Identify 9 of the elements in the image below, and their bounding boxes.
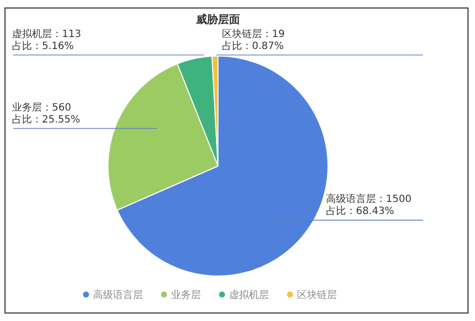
legend-label: 区块链层 xyxy=(297,289,337,301)
legend-label: 虚拟机层 xyxy=(229,289,269,301)
data-label: 虚拟机层：113 占比：5.16% xyxy=(12,28,82,52)
data-label: 高级语言层：1500 占比：68.43% xyxy=(326,193,412,218)
legend-label: 高级语言层 xyxy=(93,289,143,301)
data-label: 业务层：560 占比：25.55% xyxy=(12,101,80,126)
data-label: 区块链层：19 占比：0.87% xyxy=(222,28,285,52)
legend-label: 业务层 xyxy=(171,289,201,301)
chart-title: 威胁层面 xyxy=(195,13,240,26)
